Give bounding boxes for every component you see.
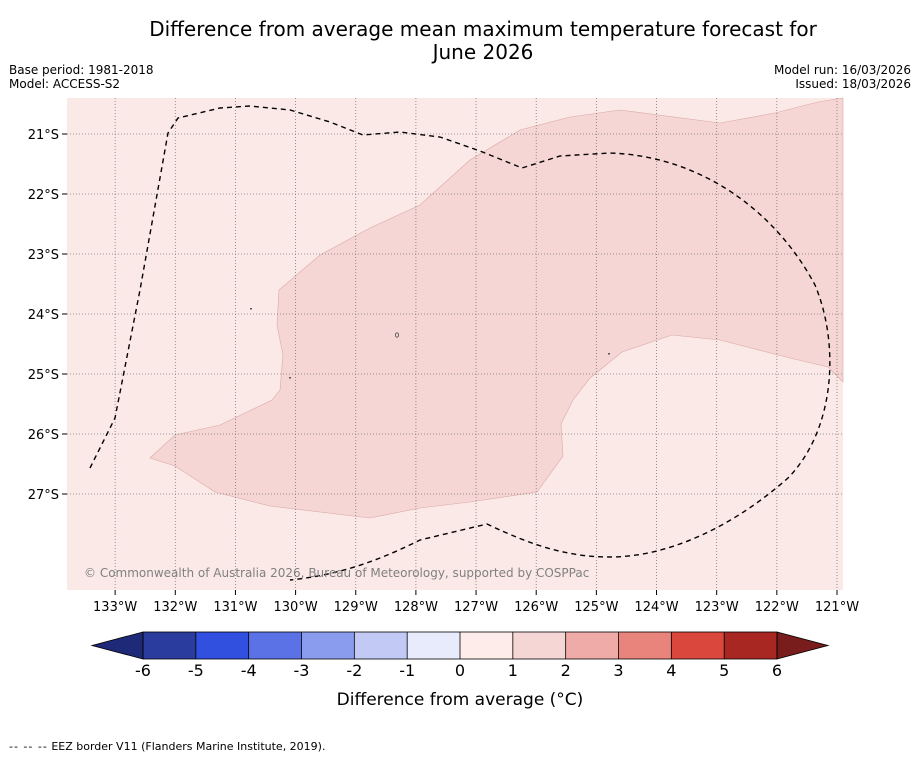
meta-left: Base period: 1981-2018 Model: ACCESS-S2 xyxy=(9,63,154,91)
speck-3 xyxy=(608,353,610,355)
colorbar-tick-label: 2 xyxy=(561,661,571,680)
colorbar-label: Difference from average (°C) xyxy=(337,690,584,710)
colorbar-segment xyxy=(195,632,249,659)
model-run: Model run: 16/03/2026 xyxy=(773,63,911,77)
colorbar-tick-label: 4 xyxy=(666,661,676,680)
colorbar-tick-label: 6 xyxy=(772,661,782,680)
x-tick-label: 132°W xyxy=(153,600,197,615)
colorbar-segment xyxy=(618,632,672,659)
x-tick-label: 128°W xyxy=(394,600,438,615)
y-tick-label: 21°S xyxy=(28,128,59,143)
colorbar-segment xyxy=(512,632,566,659)
eez-border xyxy=(89,105,831,581)
x-tick-label: 122°W xyxy=(755,600,799,615)
colorbar-segment xyxy=(565,632,619,659)
meta-right: Model run: 16/03/2026 Issued: 18/03/2026 xyxy=(774,63,911,91)
x-tick-label: 130°W xyxy=(274,600,318,615)
tiny-specks xyxy=(250,308,610,379)
base-period: Base period: 1981-2018 xyxy=(9,63,154,77)
colorbar-segment xyxy=(301,632,355,659)
y-tick-label: 26°S xyxy=(28,428,59,443)
x-tick-label: 121°W xyxy=(815,600,859,615)
colorbar-tick-label: -6 xyxy=(135,661,151,680)
gridlines xyxy=(67,98,843,590)
x-tick-label: 126°W xyxy=(514,600,558,615)
issued-date: Issued: 18/03/2026 xyxy=(795,77,911,91)
eez-legend-dash: -- -- -- xyxy=(9,740,48,753)
copyright-text: © Commonwealth of Australia 2026, Bureau… xyxy=(84,566,589,580)
colorbar-tick-label: 3 xyxy=(613,661,623,680)
x-tick-label: 125°W xyxy=(574,600,618,615)
x-tick-label: 129°W xyxy=(334,600,378,615)
colorbar-segment xyxy=(248,632,302,659)
colorbar-segment xyxy=(407,632,461,659)
colorbar-segment xyxy=(671,632,725,659)
footnote: -- -- -- EEZ border V11 (Flanders Marine… xyxy=(9,740,325,753)
eez-legend-text: EEZ border V11 (Flanders Marine Institut… xyxy=(51,740,326,753)
colorbar-tick-label: -5 xyxy=(188,661,204,680)
colorbar-segment xyxy=(354,632,408,659)
colorbar-segment xyxy=(724,632,778,659)
colorbar-segment xyxy=(143,632,197,659)
colorbar-tick-label: 5 xyxy=(719,661,729,680)
anomaly-region-1-to-2 xyxy=(149,97,844,519)
title-line-2: June 2026 xyxy=(432,40,534,64)
colorbar: -6 -5 -4 -3 -2 -1 0 1 2 3 4 5 6 xyxy=(90,631,830,680)
y-tick-label: 24°S xyxy=(28,308,59,323)
y-tick-label: 25°S xyxy=(28,368,59,383)
title-line-1: Difference from average mean maximum tem… xyxy=(149,17,817,41)
chart-title: Difference from average mean maximum tem… xyxy=(60,18,906,64)
x-axis: 133°W 132°W 131°W 130°W 129°W 128°W 127°W 126°W… xyxy=(93,590,859,615)
y-tick-label: 23°S xyxy=(28,248,59,263)
colorbar-tick-label: -2 xyxy=(346,661,362,680)
x-tick-label: 123°W xyxy=(695,600,739,615)
colorbar-tick-label: -1 xyxy=(399,661,415,680)
speck-4 xyxy=(394,332,399,338)
y-tick-label: 22°S xyxy=(28,188,59,203)
speck-2 xyxy=(289,377,291,379)
colorbar-tick-label: -4 xyxy=(241,661,257,680)
model-name: Model: ACCESS-S2 xyxy=(9,77,121,91)
colorbar-tick-label: -3 xyxy=(294,661,310,680)
colorbar-tick-label: 0 xyxy=(455,661,465,680)
x-tick-label: 131°W xyxy=(213,600,257,615)
colorbar-under-arrow xyxy=(90,631,144,660)
x-tick-label: 133°W xyxy=(93,600,137,615)
colorbar-segment xyxy=(460,632,514,659)
colorbar-over-arrow xyxy=(776,631,830,660)
y-axis: 21°S 22°S 23°S 24°S 25°S 26°S 27°S xyxy=(28,128,67,503)
colorbar-tick-label: 1 xyxy=(508,661,518,680)
speck-1 xyxy=(250,308,252,310)
x-tick-label: 124°W xyxy=(634,600,678,615)
y-tick-label: 27°S xyxy=(28,488,59,503)
x-tick-label: 127°W xyxy=(454,600,498,615)
